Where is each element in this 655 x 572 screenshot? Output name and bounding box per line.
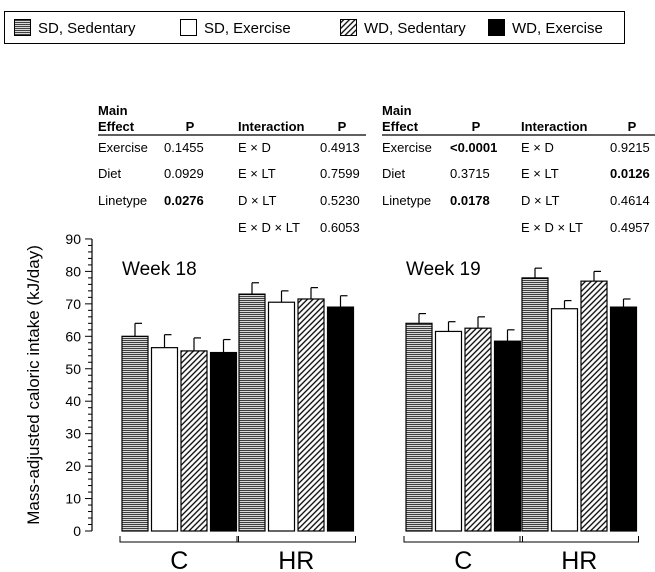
legend-frame <box>4 11 625 44</box>
main-effect-name: Diet <box>382 166 406 181</box>
main-effect-name: Linetype <box>382 193 431 208</box>
group-label: C <box>170 547 188 572</box>
bar <box>267 301 296 532</box>
group-label: C <box>454 547 472 572</box>
legend-swatch <box>180 19 197 36</box>
interaction-name: E × D <box>238 140 271 155</box>
group-bracket <box>119 536 239 543</box>
bar <box>464 327 492 532</box>
bar <box>209 351 238 532</box>
main-effect-p: 0.0276 <box>164 193 204 208</box>
group-labels: C HR Week 18 C HR Week 19 <box>119 259 639 572</box>
bar <box>326 306 355 532</box>
y-tick-label: 90 <box>65 231 81 247</box>
y-tick-label: 20 <box>65 458 81 474</box>
legend-label: SD, Sedentary <box>38 20 136 37</box>
y-tick-label: 50 <box>65 361 81 377</box>
main-effect-name: Exercise <box>98 140 148 155</box>
legend-label: WD, Sedentary <box>364 20 466 37</box>
y-tick-label: 70 <box>65 296 81 312</box>
group-bracket <box>519 536 639 543</box>
bar <box>521 277 549 532</box>
interaction-p: 0.9215 <box>610 140 650 155</box>
group-label: HR <box>278 547 314 572</box>
table-header: P <box>338 119 347 134</box>
table-header: Main <box>98 103 128 118</box>
y-tick-label: 80 <box>65 263 81 279</box>
main-effect-p: 0.3715 <box>450 166 490 181</box>
interaction-p: 0.4614 <box>610 193 650 208</box>
interaction-p: 0.6053 <box>320 220 360 235</box>
table-header: Effect <box>98 119 135 134</box>
main-effect-p: 0.0929 <box>164 166 204 181</box>
bar <box>121 335 149 532</box>
y-axis-label: Mass-adjusted caloric intake (kJ/day) <box>24 245 43 525</box>
main-effect-name: Linetype <box>98 193 147 208</box>
y-tick-label: 40 <box>65 393 81 409</box>
bar <box>434 330 463 532</box>
interaction-p: 0.4913 <box>320 140 360 155</box>
bar <box>405 322 433 532</box>
legend-label: WD, Exercise <box>512 20 603 37</box>
bar <box>493 340 522 532</box>
interaction-p: 0.0126 <box>610 166 650 181</box>
y-tick-label: 10 <box>65 491 81 507</box>
week-label: Week 19 <box>406 259 481 280</box>
interaction-name: E × D × LT <box>521 220 583 235</box>
main-effect-name: Diet <box>98 166 122 181</box>
table-header: P <box>472 119 481 134</box>
interaction-name: D × LT <box>238 193 276 208</box>
y-tick-label: 30 <box>65 426 81 442</box>
legend-swatch <box>340 19 357 36</box>
table-header: Main <box>382 103 412 118</box>
interaction-name: D × LT <box>521 193 559 208</box>
table-header: P <box>186 119 195 134</box>
interaction-p: 0.4957 <box>610 220 650 235</box>
main-effect-p: <0.0001 <box>450 140 497 155</box>
group-label: HR <box>561 547 597 572</box>
main-effect-p: 0.0178 <box>450 193 490 208</box>
interaction-name: E × LT <box>238 166 276 181</box>
group-bracket <box>403 536 523 543</box>
week-label: Week 18 <box>122 259 197 280</box>
y-tick-label: 60 <box>65 328 81 344</box>
table-header: Effect <box>382 119 419 134</box>
table-header: Interaction <box>238 119 305 134</box>
main-effect-p: 0.1455 <box>164 140 204 155</box>
main-effect-name: Exercise <box>382 140 432 155</box>
bar <box>609 306 638 532</box>
group-bracket <box>236 536 356 543</box>
bar <box>580 280 608 532</box>
bar <box>238 293 266 532</box>
table-header: Interaction <box>521 119 588 134</box>
interaction-name: E × LT <box>521 166 559 181</box>
y-axis: 0 10 20 30 40 50 60 70 80 90 Mass-adjusted caloric… <box>24 231 93 539</box>
bar <box>550 308 579 532</box>
legend-swatch <box>488 19 505 36</box>
bars <box>121 267 638 532</box>
bar <box>150 347 179 532</box>
legend-swatch <box>14 19 31 36</box>
interaction-name: E × D <box>521 140 554 155</box>
legend-label: SD, Exercise <box>204 20 291 37</box>
interaction-p: 0.7599 <box>320 166 360 181</box>
interaction-name: E × D × LT <box>238 220 300 235</box>
interaction-p: 0.5230 <box>320 193 360 208</box>
legend: SD, Sedentary SD, Exercise WD, Sedentary WD… <box>4 11 625 44</box>
y-tick-label: 0 <box>73 523 81 539</box>
bar <box>297 298 325 532</box>
bar <box>180 350 208 532</box>
table-header: P <box>628 119 637 134</box>
